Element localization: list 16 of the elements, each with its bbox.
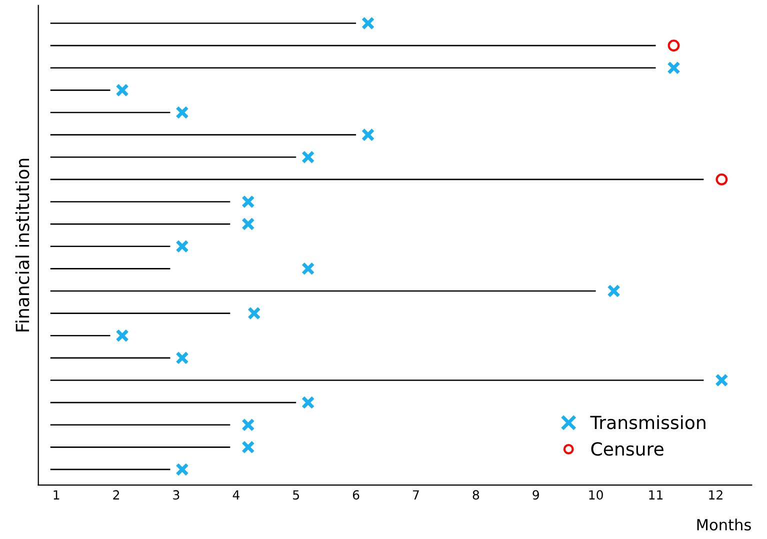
x-tick-label: 12 — [709, 490, 722, 500]
x-tick-label: 6 — [352, 490, 360, 500]
x-tick-label: 10 — [589, 490, 603, 500]
x-tick-label: 3 — [173, 490, 180, 500]
x-tick-label: 1 — [54, 490, 60, 500]
x-tick-label: 9 — [532, 490, 539, 500]
x-tick-label: 2 — [113, 490, 119, 500]
legend-label: Censure — [591, 442, 664, 456]
y-axis-title: Financial institution — [15, 158, 30, 332]
x-axis-title: Months — [697, 518, 751, 531]
x-tick-label: 7 — [413, 490, 419, 500]
x-tick-label: 8 — [472, 490, 480, 500]
legend-label: Transmission — [590, 415, 706, 430]
x-tick-label: 4 — [232, 490, 240, 500]
x-tick-label: 11 — [649, 490, 663, 500]
x-tick-label: 5 — [293, 490, 299, 500]
